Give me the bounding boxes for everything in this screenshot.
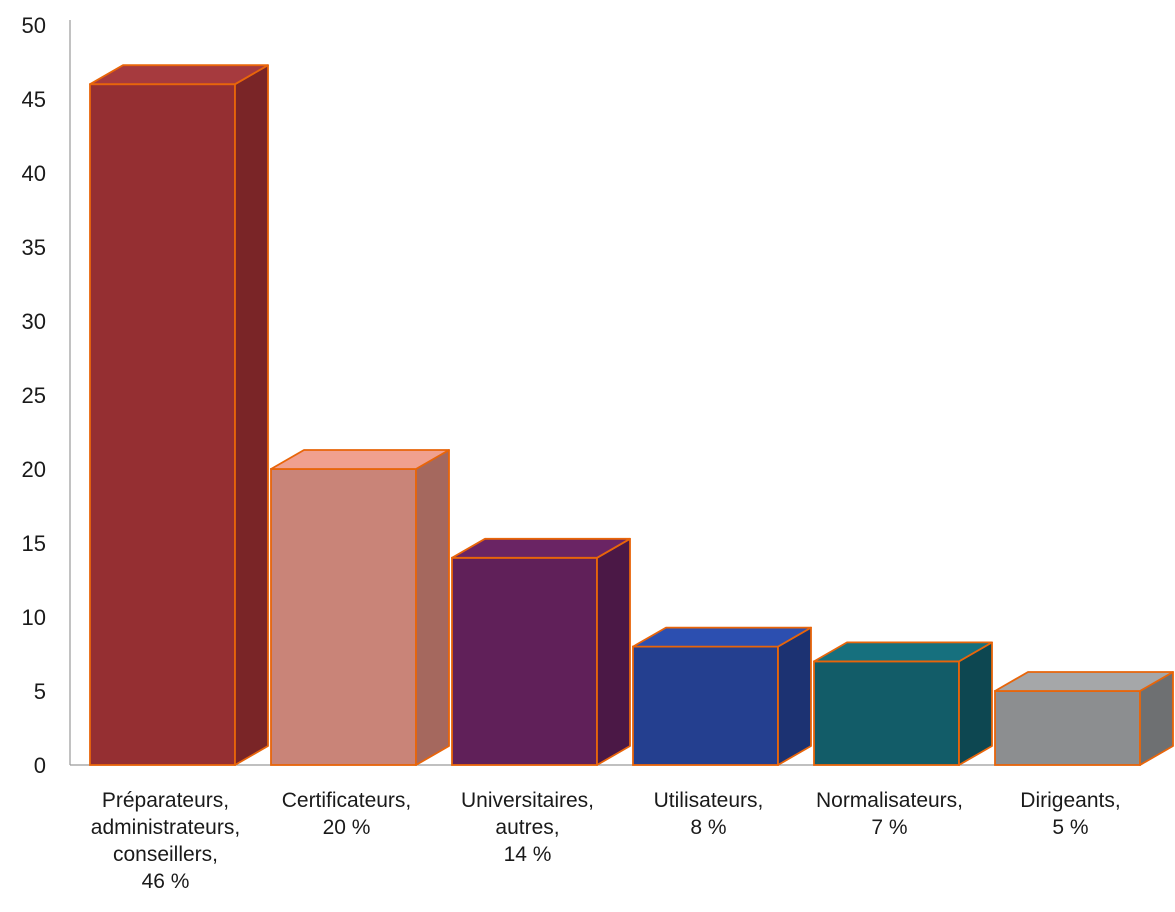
bar-front bbox=[814, 661, 959, 765]
bar-front bbox=[271, 469, 416, 765]
x-category-label-line: 20 % bbox=[323, 816, 371, 839]
x-category-label-line: Normalisateurs, bbox=[816, 789, 963, 812]
bar-top bbox=[633, 628, 811, 647]
x-category-label: Utilisateurs, 8 % bbox=[654, 789, 764, 839]
x-category-label-line: administrateurs, bbox=[91, 816, 240, 839]
bar-side bbox=[778, 628, 811, 765]
x-category-label-line: Certificateurs, bbox=[282, 789, 412, 812]
bar-side bbox=[959, 642, 992, 765]
x-category-label-line: 14 % bbox=[504, 843, 552, 866]
x-category-label: Certificateurs, 20 % bbox=[282, 789, 412, 839]
x-category-label-line: conseillers, bbox=[113, 843, 218, 866]
y-tick-label: 20 bbox=[22, 457, 46, 482]
bar-side bbox=[597, 539, 630, 765]
bar-top bbox=[90, 65, 268, 84]
y-tick-label: 5 bbox=[34, 679, 46, 704]
bar-top bbox=[452, 539, 630, 558]
bar-side bbox=[235, 65, 268, 765]
bar-front bbox=[452, 558, 597, 765]
x-category-label: Dirigeants, 5 % bbox=[1020, 789, 1120, 839]
bar-front bbox=[633, 647, 778, 765]
y-tick-label: 40 bbox=[22, 161, 46, 186]
y-tick-label: 30 bbox=[22, 309, 46, 334]
bar bbox=[995, 672, 1173, 765]
labels-layer: Préparateurs, administrateurs, conseillers… bbox=[91, 789, 1121, 893]
bars-layer bbox=[90, 65, 1173, 765]
bar-top bbox=[814, 642, 992, 661]
bar bbox=[271, 450, 449, 765]
bar bbox=[452, 539, 630, 765]
x-category-label-line: Préparateurs, bbox=[102, 789, 229, 812]
y-tick-label: 45 bbox=[22, 87, 46, 112]
x-category-label-line: 7 % bbox=[871, 816, 907, 839]
y-tick-label: 25 bbox=[22, 383, 46, 408]
bar-front bbox=[90, 84, 235, 765]
x-category-label-line: autres, bbox=[495, 816, 559, 839]
y-tick-label: 15 bbox=[22, 531, 46, 556]
bar-top bbox=[995, 672, 1173, 691]
x-category-label-line: Utilisateurs, bbox=[654, 789, 764, 812]
bar bbox=[90, 65, 268, 765]
x-category-label: Préparateurs, administrateurs, conseillers… bbox=[91, 789, 240, 893]
x-category-label: Normalisateurs, 7 % bbox=[816, 789, 963, 839]
bar bbox=[633, 628, 811, 765]
bar bbox=[814, 642, 992, 765]
x-category-label-line: 5 % bbox=[1052, 816, 1088, 839]
x-category-label: Universitaires, autres, 14 % bbox=[461, 789, 594, 866]
x-category-label-line: 8 % bbox=[690, 816, 726, 839]
bar-top bbox=[271, 450, 449, 469]
y-tick-label: 10 bbox=[22, 605, 46, 630]
y-tick-label: 0 bbox=[34, 753, 46, 778]
bar-front bbox=[995, 691, 1140, 765]
x-category-label-line: 46 % bbox=[142, 870, 190, 893]
y-tick-label: 50 bbox=[22, 13, 46, 38]
x-category-label-line: Dirigeants, bbox=[1020, 789, 1120, 812]
x-category-label-line: Universitaires, bbox=[461, 789, 594, 812]
bar-side bbox=[416, 450, 449, 765]
y-tick-label: 35 bbox=[22, 235, 46, 260]
